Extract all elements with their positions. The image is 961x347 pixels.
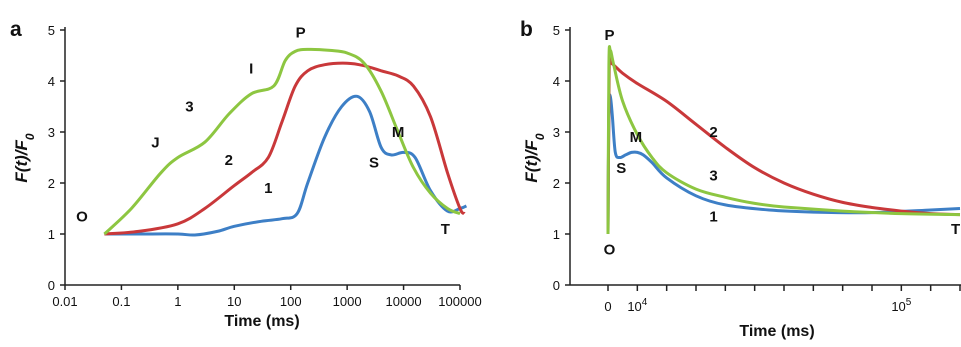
panel-b-y-tick-label: 2 — [553, 176, 560, 191]
panel-b-annotation: T — [951, 221, 960, 238]
panel-b-x-tick-label: 0 — [604, 299, 611, 314]
panel-b-series-3-line — [606, 45, 961, 235]
panel-a-annotations: O J 3 I P 2 1 MS T — [76, 25, 450, 238]
panel-b-y-tick-label: 4 — [553, 74, 560, 89]
panel-a-annotation: S — [369, 155, 379, 172]
panel-b-y-label: F(t)/F0 — [522, 133, 547, 182]
panel-a-letter: a — [10, 18, 22, 41]
panel-a-x-tick-label: 0.1 — [112, 294, 130, 309]
panel-a-y-tick-label: 4 — [48, 74, 55, 89]
panel-b-series-1-line — [606, 93, 961, 235]
panel-a-annotation: 2 — [225, 152, 233, 169]
panel-b-annotation: 1 — [709, 208, 717, 225]
panel-a-y-tick-label: 5 — [48, 23, 55, 38]
panel-a-series-3-line — [103, 47, 461, 236]
panel-a-annotation: O — [76, 208, 88, 225]
panel-b-y-tick-label: 0 — [553, 278, 560, 293]
panel-b-x-label: Time (ms) — [739, 323, 814, 340]
panel-a: a F(t)/F0 Time (ms) 0 1 2 3 4 5 0.01 0.1 1 10 100 1… — [10, 18, 482, 330]
panel-b-x-tick-label-exponent: 5 — [906, 297, 912, 308]
panel-b-x-tick-label-base: 10 — [891, 299, 905, 314]
panel-a-x-label: Time (ms) — [224, 313, 299, 330]
panel-a-x-tick-label: 100000 — [438, 294, 481, 309]
panel-a-annotation: 3 — [185, 99, 193, 116]
panel-b-x-tick-label-base: 10 — [627, 299, 641, 314]
panel-a-x-tick-label: 100 — [280, 294, 302, 309]
panel-b-annotation: 3 — [709, 167, 717, 184]
panel-a-x-tick-label: 10 — [227, 294, 241, 309]
panel-b-annotation: S — [616, 160, 626, 177]
panel-a-annotation: T — [441, 221, 450, 238]
panel-a-annotation: J — [151, 134, 159, 151]
panel-b-series — [606, 45, 961, 235]
panel-a-x-tick-label: 1 — [174, 294, 181, 309]
panel-b-series-2-line — [606, 54, 961, 235]
panel-b-annotation: O — [604, 241, 616, 258]
panel-a-y-label: F(t)/F0 — [12, 133, 37, 182]
panel-b-y-tick-label: 3 — [553, 125, 560, 140]
panel-a-y-tick-label: 3 — [48, 125, 55, 140]
panel-a-series-2-line — [104, 61, 466, 236]
panel-a-annotation: P — [296, 25, 306, 42]
panel-a-series-1-line — [104, 94, 468, 237]
panel-a-y-tick-label: 1 — [48, 227, 55, 242]
panel-b-x-tick-label-exponent: 4 — [642, 297, 648, 308]
panel-a-series — [103, 47, 468, 237]
panel-a-annotation: I — [249, 60, 253, 77]
panel-a-ticks: 0 1 2 3 4 5 0.01 0.1 1 10 100 1000 10000 100000 — [48, 23, 482, 309]
panel-a-x-tick-label: 0.01 — [52, 294, 77, 309]
panel-a-y-tick-label: 0 — [48, 278, 55, 293]
panel-b-annotation: 2 — [709, 124, 717, 141]
panel-b-x-tick-label: 104 — [627, 297, 647, 314]
panel-b-letter: b — [520, 18, 533, 41]
panel-b-annotation: P — [604, 27, 614, 44]
panel-b-y-tick-label: 5 — [553, 23, 560, 38]
panel-b-annotation: M — [630, 129, 643, 146]
panel-b-x-tick-label-base: 0 — [604, 299, 611, 314]
panel-b-x-tick-label: 105 — [891, 297, 911, 314]
panel-a-y-tick-label: 2 — [48, 176, 55, 191]
panel-a-annotation: M — [392, 124, 405, 141]
panel-a-annotation: 1 — [264, 180, 272, 197]
panel-a-x-tick-label: 10000 — [385, 294, 421, 309]
panel-b-annotations: P O SM 2 3 1 T — [604, 27, 961, 258]
panel-a-x-tick-label: 1000 — [333, 294, 362, 309]
panel-b-y-tick-label: 1 — [553, 227, 560, 242]
